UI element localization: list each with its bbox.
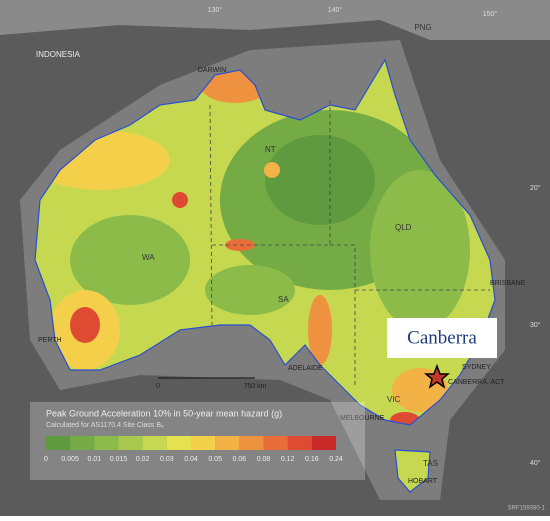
legend-title: Peak Ground Acceleration 10% in 50-year … (46, 408, 282, 418)
place-label: SYDNEY (462, 364, 491, 371)
legend-swatch (191, 436, 216, 450)
latitude-label: 20° (530, 184, 541, 192)
place-label: BRISBANE (490, 280, 526, 287)
state-label: WA (142, 253, 155, 262)
state-label: TAS (423, 459, 438, 468)
hazard-zone (172, 192, 188, 208)
legend-label: 0.08 (257, 456, 271, 463)
hazard-zone (70, 307, 100, 343)
legend-subtitle: Calculated for AS1170.4 Site Class Bₑ (46, 422, 164, 429)
legend-swatch (70, 436, 95, 450)
place-label: HOBART (408, 478, 438, 485)
place-label: INDONESIA (36, 50, 81, 59)
hazard-zone (265, 135, 375, 225)
place-label: PERTH (38, 337, 62, 344)
legend-label: 0.005 (61, 456, 79, 463)
hazard-zone (264, 162, 280, 178)
state-borders (209, 100, 490, 385)
hazard-zone (370, 170, 470, 330)
longitude-label: 130° (208, 6, 223, 14)
legend-label: 0.12 (281, 456, 295, 463)
legend-label: 0.02 (136, 456, 150, 463)
legend-swatch (311, 436, 336, 450)
legend-swatch (287, 436, 312, 450)
legend-label: 0.04 (184, 456, 198, 463)
place-label: DARWIN (198, 67, 226, 74)
place-label: PNG (414, 23, 431, 32)
state-label: NT (265, 145, 276, 154)
state-label: QLD (395, 223, 412, 232)
legend-label: 0.24 (329, 456, 343, 463)
hazard-zone (70, 215, 190, 305)
legend-label: 0.03 (160, 456, 174, 463)
legend-swatch (166, 436, 191, 450)
legend-swatch (142, 436, 167, 450)
legend-swatch (239, 436, 264, 450)
legend-swatch (118, 436, 143, 450)
scale-label: 0 (156, 383, 160, 390)
legend-label: 0.16 (305, 456, 319, 463)
callout-box (387, 318, 497, 358)
place-label: CANBERRA, ACT (448, 379, 505, 386)
latitude-label: 40° (530, 459, 541, 467)
legend-swatch (94, 436, 119, 450)
legend-swatch (46, 436, 71, 450)
state-label: SA (278, 295, 289, 304)
canberra-star (423, 363, 451, 389)
longitude-label: 150° (483, 10, 498, 18)
map-code: SRF159380-1 (508, 506, 546, 512)
legend: 0 0.005 0.01 0.015 0.02 0.03 0.04 0.05 0.06 0.08 0… (44, 436, 343, 463)
legend-swatch (263, 436, 288, 450)
state-label: VIC (387, 395, 401, 404)
hazard-zone (205, 265, 295, 315)
latitude-label: 30° (530, 321, 541, 329)
northern-land (0, 0, 550, 40)
legend-label: 0 (44, 456, 48, 463)
hazard-zone (308, 295, 332, 365)
legend-label: 0.05 (208, 456, 222, 463)
legend-label: 0.01 (88, 456, 102, 463)
legend-label: 0.06 (233, 456, 247, 463)
longitude-label: 140° (328, 6, 343, 14)
legend-swatch (215, 436, 240, 450)
place-label: MELBOURNE (340, 415, 385, 422)
legend-label: 0.015 (110, 456, 128, 463)
scale-label: 750 km (244, 383, 267, 390)
place-label: ADELAIDE (288, 365, 323, 372)
callout-text: Canberra (407, 327, 477, 348)
